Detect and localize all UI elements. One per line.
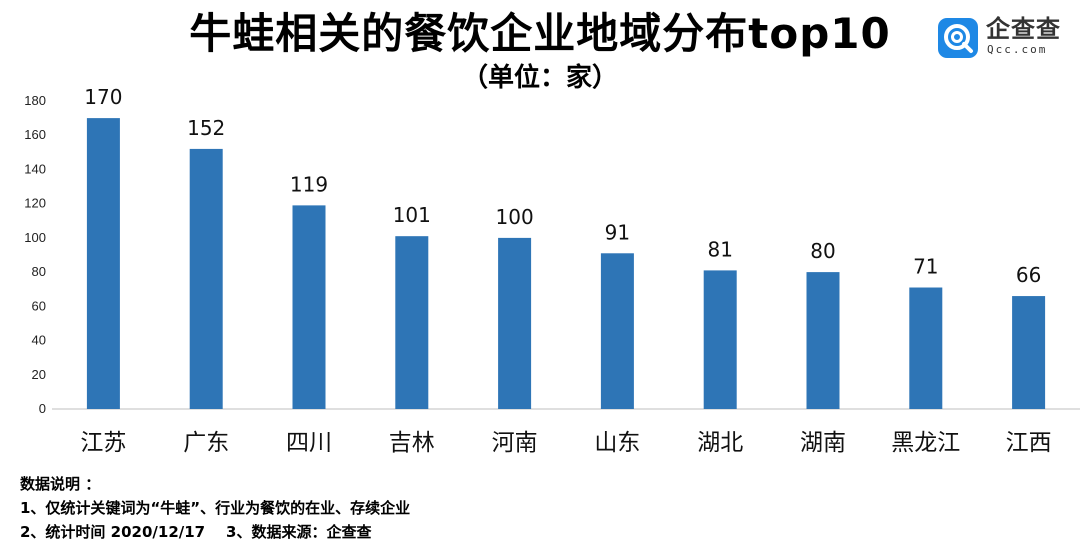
data-label: 100 xyxy=(496,205,534,229)
x-category-label: 吉林 xyxy=(389,430,435,456)
bar xyxy=(909,287,943,409)
chart-title: 牛蛙相关的餐饮企业地域分布top10 xyxy=(189,9,891,58)
y-tick-label: 20 xyxy=(32,367,46,382)
brand-logo: 企查查 Qcc.com xyxy=(938,14,1068,64)
data-label: 91 xyxy=(605,220,630,244)
y-tick-label: 160 xyxy=(24,127,46,142)
y-tick-label: 60 xyxy=(32,298,46,313)
bar xyxy=(498,237,532,409)
x-category-label: 河南 xyxy=(492,430,538,456)
data-label: 66 xyxy=(1016,263,1041,287)
chart-subtitle: （单位：家） xyxy=(461,63,618,93)
y-tick-label: 140 xyxy=(24,161,46,176)
data-label: 81 xyxy=(707,237,732,261)
x-category-label: 黑龙江 xyxy=(891,430,960,456)
logo-name: 企查查 xyxy=(986,15,1061,43)
data-label: 119 xyxy=(290,172,328,196)
qcc-logo-icon xyxy=(938,18,978,58)
y-tick-label: 0 xyxy=(39,401,46,416)
x-category-label: 广东 xyxy=(183,430,229,456)
x-category-label: 江西 xyxy=(1006,430,1052,456)
bar xyxy=(395,236,429,409)
notes-line-2-source: 3、数据来源：企查查 xyxy=(226,523,372,541)
y-tick-label: 120 xyxy=(24,196,46,211)
y-tick-label: 100 xyxy=(24,230,46,245)
x-category-label: 湖南 xyxy=(800,430,846,456)
bar-chart: 0 20 40 60 80 100 120 140 160 180 170 江苏 152 广东 119 四川 1… xyxy=(24,85,1080,456)
notes-line-2: 2、统计时间 2020/12/17 3、数据来源：企查查 xyxy=(20,520,410,544)
bar xyxy=(1012,296,1046,409)
data-label: 152 xyxy=(187,116,225,140)
y-tick-label: 180 xyxy=(24,93,46,108)
data-label: 170 xyxy=(84,85,122,109)
data-label: 71 xyxy=(913,255,938,279)
y-tick-label: 80 xyxy=(32,264,46,279)
data-notes: 数据说明 ： 1、仅统计关键词为“牛蛙”、行业为餐饮的在业、存续企业 2、统计时… xyxy=(20,472,410,544)
notes-heading: 数据说明 ： xyxy=(20,475,101,493)
data-label: 101 xyxy=(393,203,431,227)
x-category-label: 山东 xyxy=(594,430,640,456)
data-label: 80 xyxy=(810,239,835,263)
notes-line-1: 1、仅统计关键词为“牛蛙”、行业为餐饮的在业、存续企业 xyxy=(20,499,411,517)
logo-domain: Qcc.com xyxy=(987,43,1048,56)
bar xyxy=(600,253,634,409)
y-tick-label: 40 xyxy=(32,333,46,348)
bar xyxy=(189,148,223,409)
x-category-label: 四川 xyxy=(286,430,332,456)
bar xyxy=(86,118,120,409)
bar xyxy=(292,205,326,409)
bar xyxy=(703,270,737,409)
x-category-label: 江苏 xyxy=(80,430,126,456)
notes-line-2-date: 2、统计时间 2020/12/17 xyxy=(20,523,206,541)
bar xyxy=(806,272,840,409)
x-category-label: 湖北 xyxy=(697,430,743,456)
